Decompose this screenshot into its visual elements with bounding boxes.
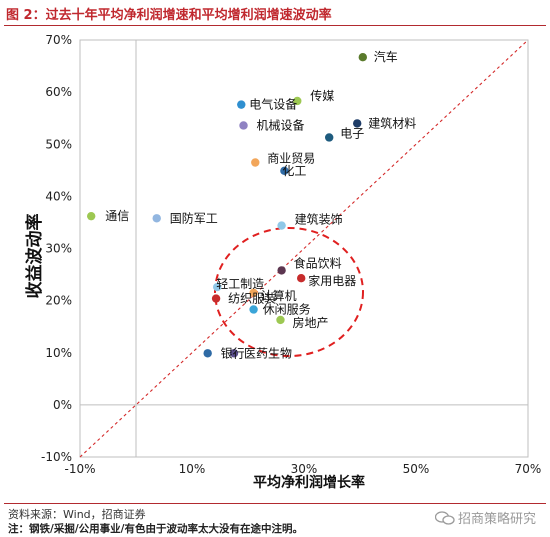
- scatter-point: [277, 221, 286, 230]
- reference-line: [79, 39, 529, 458]
- watermark: 招商策略研究: [434, 508, 536, 527]
- x-axis-title: 平均净利润增长率: [253, 474, 365, 491]
- scatter-point: [203, 349, 212, 358]
- footnote-text: 注：钢铁/采掘/公用事业/有色由于波动率太大没有在途中注明。: [8, 523, 304, 535]
- point-label: 汽车: [374, 49, 398, 64]
- point-layer: [87, 53, 367, 358]
- source-text: 资料来源：Wind，招商证券: [8, 508, 146, 521]
- scatter-point: [358, 53, 367, 62]
- point-label: 通信: [105, 209, 129, 223]
- scatter-point: [280, 166, 289, 176]
- point-label: 商业贸易: [267, 150, 315, 165]
- y-tick-label: -10%: [41, 450, 72, 464]
- scatter-point: [249, 288, 258, 298]
- x-tick-label: 10%: [179, 462, 206, 476]
- scatter-point: [239, 121, 248, 130]
- scatter-point: [251, 158, 260, 167]
- y-tick-label: 60%: [45, 85, 72, 99]
- point-label: 家用电器: [308, 273, 356, 288]
- point-label: 轻工制造: [216, 277, 264, 291]
- scatter-point: [152, 214, 161, 223]
- y-tick-label: 10%: [45, 346, 72, 360]
- y-axis-title: 收益波动率: [24, 214, 45, 299]
- scatter-point: [325, 133, 334, 142]
- point-label: 电子: [340, 126, 364, 140]
- point-label: 医药生物: [244, 346, 292, 360]
- scatter-point: [297, 274, 306, 283]
- scatter-point: [211, 294, 221, 303]
- x-tick-label: 50%: [403, 462, 430, 476]
- point-label: 建筑材料: [368, 115, 416, 130]
- top-divider: [4, 25, 546, 26]
- point-label: 国防军工: [170, 210, 218, 225]
- scatter-point: [87, 211, 96, 221]
- point-label: 银行: [221, 346, 245, 360]
- y-tick-label: 40%: [45, 189, 72, 203]
- plot-frame: [79, 39, 529, 458]
- x-tick-label: 30%: [291, 462, 318, 476]
- scatter-point: [276, 315, 285, 325]
- point-label: 纺织服装: [228, 292, 276, 306]
- grid-layer: [79, 39, 529, 458]
- reference-layer: [79, 39, 529, 458]
- point-label: 计算机: [261, 288, 297, 303]
- point-label: 建筑装饰: [295, 212, 343, 227]
- scatter-point: [237, 100, 246, 109]
- point-label: 房地产: [292, 315, 328, 330]
- scatter-point: [293, 96, 302, 106]
- y-tick-label: 20%: [45, 294, 72, 308]
- x-tick-label: -10%: [64, 462, 95, 476]
- scatter-point: [353, 119, 362, 128]
- y-tick-label: 50%: [45, 137, 72, 151]
- point-label: 食品饮料: [294, 255, 342, 270]
- point-label: 机械设备: [257, 117, 305, 132]
- scatter-point: [213, 282, 222, 292]
- highlight-circle: [214, 227, 364, 357]
- point-label: 化工: [282, 164, 306, 178]
- scatter-point: [229, 349, 239, 358]
- point-label: 休闲服务: [263, 301, 311, 316]
- bottom-divider: [4, 503, 546, 504]
- tick-layer: 70% 60% 50% 40% 30% 20% 10% 0% -10%-10% 10% 30% 50%…: [41, 33, 541, 476]
- figure-title: 图 2：过去十年平均净利润增速和平均增利润增速波动率: [6, 8, 332, 23]
- point-label: 传媒: [310, 88, 334, 103]
- y-tick-label: 30%: [45, 242, 72, 256]
- x-tick-label: 70%: [515, 462, 542, 476]
- y-tick-label: 70%: [45, 33, 72, 47]
- watermark-text: 招商策略研究: [457, 512, 536, 527]
- scatter-point: [249, 305, 258, 314]
- y-tick-label: 0%: [53, 398, 72, 412]
- scatter-point: [277, 266, 286, 275]
- wechat-icon: [434, 511, 455, 525]
- scatter-chart: 70% 60% 50% 40% 30% 20% 10% 0% -10%-10% 10% 30% 50%…: [24, 33, 541, 491]
- point-label: 电气设备: [249, 97, 297, 112]
